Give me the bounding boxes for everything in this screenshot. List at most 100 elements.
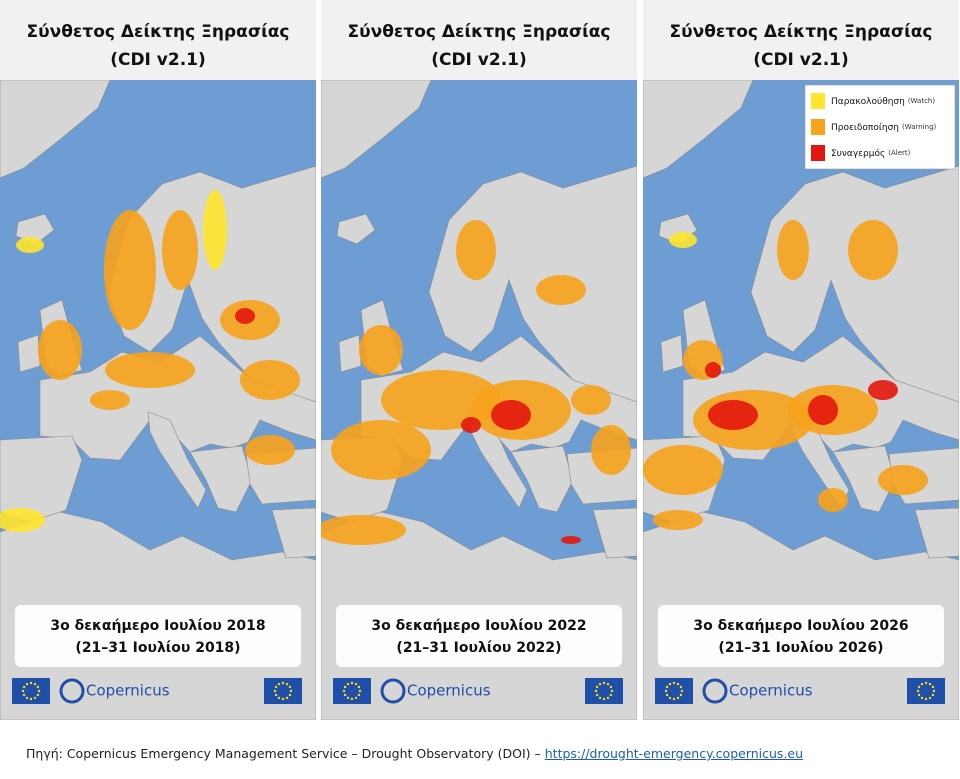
land [592,507,637,559]
eu-star [354,682,358,686]
drought-area [162,210,198,290]
eu-star [274,693,278,697]
period: 3ο δεκαήμερο Ιουλίου 2022 [371,618,586,634]
legend-note: (Watch) [908,97,936,105]
footer: Πηγή: Copernicus Emergency Management Se… [26,746,803,761]
legend-name: Παρακολούθηση [831,96,905,107]
drought-area [818,488,848,512]
drought-area [653,510,703,530]
legend-label: Παρακολούθηση (Watch) [831,96,935,107]
source-link[interactable]: https://drought-emergency.copernicus.eu [544,746,804,761]
land [510,445,574,513]
eu-star [358,689,362,693]
eu-star [664,689,668,693]
drought-area [777,220,809,280]
eu-star [920,682,924,686]
eu-star [609,693,613,697]
eu-star [281,697,285,701]
land [660,334,684,373]
eu-star [679,693,683,697]
land [914,507,959,559]
drought-area [868,380,898,400]
drought-area [245,435,295,465]
eu-star [672,681,676,685]
eu-star [36,685,40,689]
copernicus-logo: Copernicus [86,682,170,700]
drought-area [456,220,496,280]
legend-box [804,84,956,170]
eu-star [668,696,672,700]
legend-name: Συναγερμός [831,148,885,159]
eu-star [37,689,41,693]
eu-star [606,696,610,700]
drought-area [203,190,227,270]
eu-star [931,693,935,697]
panel: Σύνθετος Δείκτης Ξηρασίας (CDI v2.1) 3ο δε… [643,0,959,720]
eu-star [665,693,669,697]
eu-star [679,685,683,689]
drought-area [359,325,403,375]
title-bg [643,0,959,80]
eu-star [917,693,921,697]
legend-swatch [811,145,825,161]
land [0,435,83,523]
eu-star [920,696,924,700]
drought-area [669,232,697,248]
eu-star [29,697,33,701]
dates: (21–31 Ιουλίου 2022) [396,640,561,656]
eu-star [22,693,26,697]
panel: Σύνθετος Δείκτης Ξηρασίας (CDI v2.1) 3ο δε… [321,0,637,720]
eu-star [342,689,346,693]
copernicus-mark [702,678,728,704]
drought-area [708,400,758,430]
legend-note: (Warning) [902,123,937,131]
eu-star [350,697,354,701]
legend-note: (Alert) [888,149,910,157]
land [17,334,41,373]
eu-star [916,689,920,693]
eu-star [277,682,281,686]
eu-star [928,682,932,686]
drought-area [461,417,481,433]
drought-area [643,445,723,495]
copernicus-mark [59,678,85,704]
panel-subtitle: (CDI v2.1) [431,50,527,70]
drought-area [705,362,721,378]
eu-star [33,682,37,686]
eu-star [29,681,33,685]
eu-star [273,689,277,693]
map-panels: Σύνθετος Δείκτης Ξηρασίας (CDI v2.1) 3ο δε… [0,0,959,720]
panel-title: Σύνθετος Δείκτης Ξηρασίας [348,22,611,42]
land [147,411,207,509]
eu-star [33,696,37,700]
drought-area [321,515,406,545]
eu-star [289,689,293,693]
eu-star [350,681,354,685]
eu-star [281,681,285,685]
eu-star [36,693,40,697]
land [321,80,432,179]
panel-title: Σύνθετος Δείκτης Ξηρασίας [27,22,290,42]
drought-area [90,390,130,410]
eu-star [598,682,602,686]
eu-star [602,681,606,685]
eu-star [676,696,680,700]
eu-star [598,696,602,700]
eu-star [285,696,289,700]
eu-star [932,689,936,693]
map: 3ο δεκαήμερο Ιουλίου 2022 (21–31 Ιουλίου … [321,80,637,720]
drought-area [235,308,255,324]
land [271,507,316,559]
eu-star [346,682,350,686]
eu-star [595,693,599,697]
title-bg [0,0,316,80]
drought-area [571,385,611,415]
legend: Παρακολούθηση (Watch) Προειδοποίηση (Warnin… [804,84,956,170]
eu-star [25,682,29,686]
copernicus-mark [380,678,406,704]
eu-star [346,696,350,700]
period: 3ο δεκαήμερο Ιουλίου 2018 [50,618,265,634]
eu-star [25,696,29,700]
drought-area [105,352,195,388]
